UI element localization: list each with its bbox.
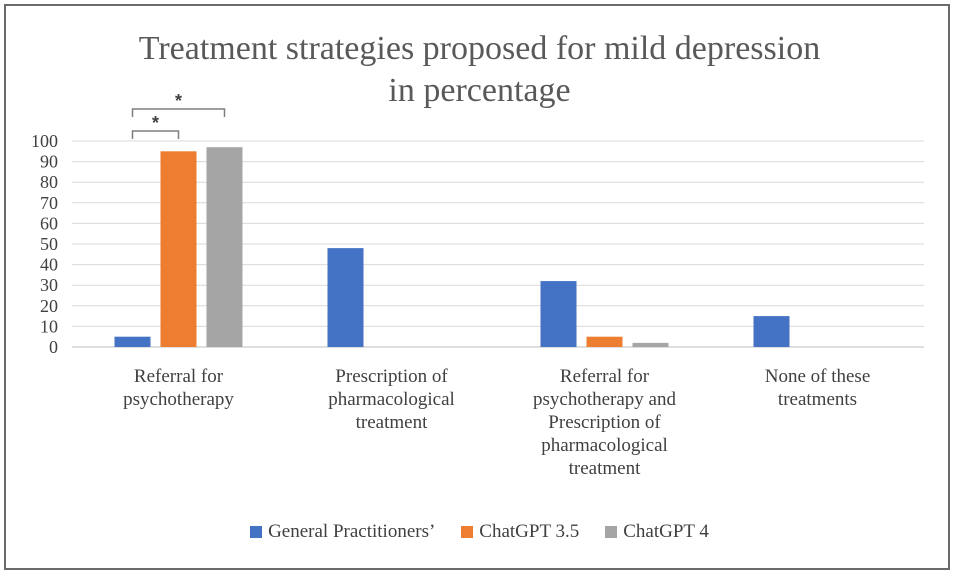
y-tick-label: 20 [40,296,58,316]
significance-star: * [175,91,182,111]
y-tick-label: 90 [40,152,58,172]
chart-title-line-1: Treatment strategies proposed for mild d… [138,30,821,67]
x-tick-label: Referral for psychotherapy [123,366,234,410]
y-tick-label: 100 [31,131,58,151]
legend-item-chatgpt-4: ChatGPT 4 [605,521,709,543]
legend: General Practitioners’ ChatGPT 3.5 ChatG… [0,521,959,543]
y-tick-label: 30 [40,275,58,295]
x-tick-label: Prescription of pharmacological treatment [328,366,455,433]
x-tick-label: None of these treatments [765,366,871,410]
bar [586,336,623,347]
bar [160,151,197,347]
legend-swatch-chatgpt-4 [605,526,618,538]
legend-label-chatgpt-4: ChatGPT 4 [623,521,709,542]
legend-label-chatgpt-3-5: ChatGPT 3.5 [479,521,580,542]
significance-bracket [131,130,180,139]
bar [206,147,243,347]
y-tick-label: 70 [40,193,58,213]
x-tick-label: Referral for psychotherapy and Prescriptio… [533,366,676,479]
bar [632,342,669,347]
bar [327,248,364,347]
legend-item-chatgpt-3-5: ChatGPT 3.5 [461,521,579,543]
legend-label-general-practitioners: General Practitioners’ [268,521,436,542]
y-tick-label: 40 [40,255,58,275]
legend-item-general-practitioners: General Practitioners’ [250,521,435,543]
legend-swatch-general-practitioners [250,526,263,538]
significance-star: * [152,113,159,133]
y-tick-label: 10 [40,316,58,336]
significance-bracket [131,108,226,117]
bar [540,281,577,347]
y-tick-label: 0 [49,337,58,357]
y-tick-label: 50 [40,234,58,254]
legend-swatch-chatgpt-3-5 [461,526,474,538]
y-tick-label: 80 [40,172,58,192]
bar [114,336,151,347]
chart-title: Treatment strategies proposed for mild d… [0,28,959,112]
chart-title-line-2: in percentage [388,72,571,109]
y-tick-label: 60 [40,213,58,233]
bar [753,316,790,347]
